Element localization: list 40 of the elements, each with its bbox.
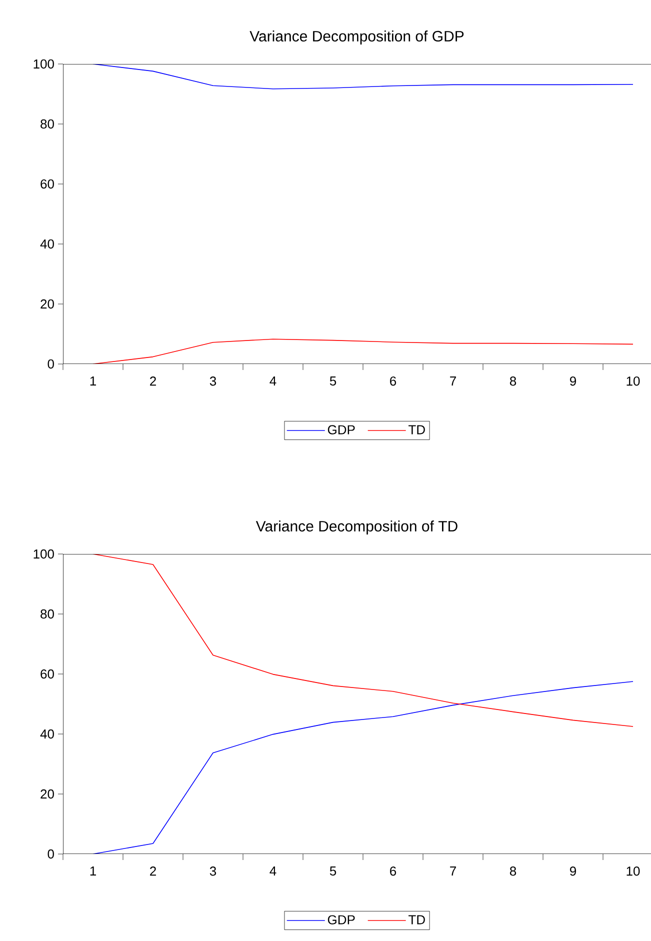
x-tick-label: 9 [570,376,576,386]
x-tick-label: 2 [150,866,156,876]
legend-label: TD [408,425,425,434]
chart-title: Variance Decomposition of TD [256,520,458,534]
x-tick-label: 9 [570,866,576,876]
x-tick-label: 7 [450,866,456,876]
x-tick-label: 3 [210,866,216,876]
x-tick-label: 5 [330,376,336,386]
y-tick-label: 60 [40,669,54,679]
line-series [92,681,634,854]
line-series [92,554,634,727]
y-tick-label: 60 [40,179,54,189]
y-tick-label: 100 [34,549,54,559]
legend-label: TD [408,915,425,924]
y-tick-label: 40 [40,239,54,249]
x-tick-label: 5 [330,866,336,876]
y-tick-label: 80 [40,119,54,129]
x-tick-label: 4 [270,866,276,876]
x-tick-label: 4 [270,376,276,386]
x-tick-label: 7 [450,376,456,386]
legend-label: GDP [328,425,355,434]
y-tick-label: 0 [48,849,54,859]
x-tick-label: 10 [626,866,640,876]
y-tick-label: 20 [40,789,54,799]
x-tick-label: 3 [210,376,216,386]
x-tick-label: 8 [510,376,516,386]
legend-label: GDP [328,915,355,924]
y-tick-label: 40 [40,729,54,739]
x-tick-label: 2 [150,376,156,386]
y-tick-label: 100 [34,59,54,69]
x-tick-label: 10 [626,376,640,386]
chart-title: Variance Decomposition of GDP [250,30,464,44]
y-tick-label: 20 [40,299,54,309]
x-tick-label: 1 [90,376,96,386]
x-tick-label: 6 [390,376,396,386]
y-tick-label: 0 [48,359,54,369]
x-tick-label: 1 [90,866,96,876]
y-tick-label: 80 [40,609,54,619]
x-tick-label: 6 [390,866,396,876]
x-tick-label: 8 [510,866,516,876]
